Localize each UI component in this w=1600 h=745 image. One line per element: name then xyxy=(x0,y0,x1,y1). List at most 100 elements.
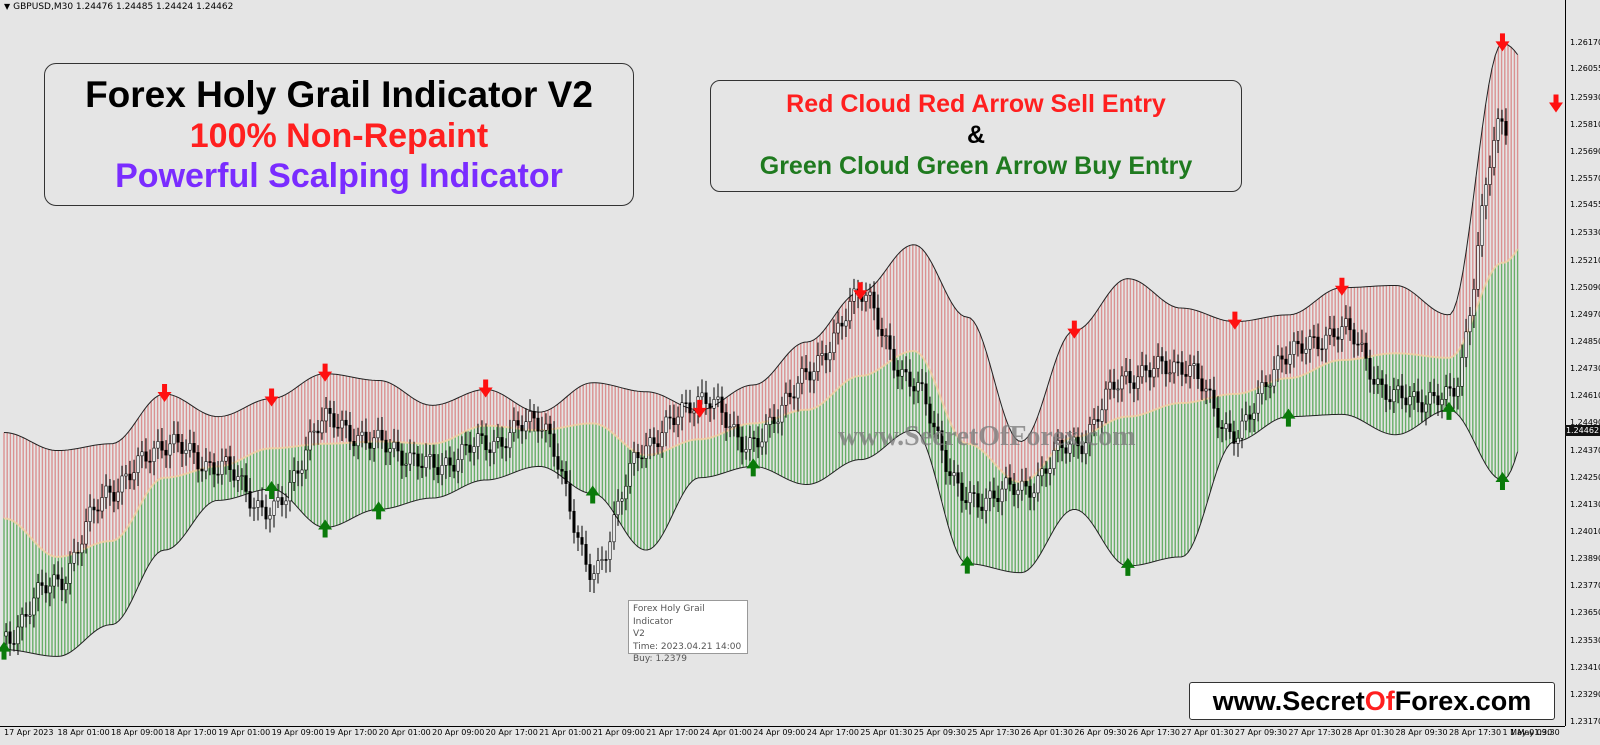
symbol-info: ▼ GBPUSD,M30 1.24476 1.24485 1.24424 1.24… xyxy=(4,2,233,12)
candle-body xyxy=(1304,348,1308,354)
candle-body xyxy=(124,473,128,477)
candle-body xyxy=(368,442,372,449)
time-tick-label: 24 Apr 17:00 xyxy=(806,728,859,737)
candle-body xyxy=(960,482,964,501)
candle-body xyxy=(1088,424,1092,444)
candle-body xyxy=(1340,326,1344,340)
candle-body xyxy=(620,498,624,502)
candle-body xyxy=(1036,475,1040,494)
candle-body xyxy=(1488,167,1492,185)
candle-body xyxy=(952,472,956,477)
title-line: Forex Holy Grail Indicator V2 xyxy=(85,74,593,115)
candle-body xyxy=(692,410,696,414)
candle-body xyxy=(744,449,748,453)
candle-body xyxy=(1020,480,1024,491)
candle-body xyxy=(1116,388,1120,391)
candle-body xyxy=(1168,372,1172,375)
price-axis[interactable]: 1.26170 1.26055 1.25930 1.25810 1.25690 1.255… xyxy=(1565,0,1600,728)
candle-body xyxy=(640,457,644,460)
candle-body xyxy=(1012,483,1016,495)
candle-body xyxy=(972,492,976,494)
candle-body xyxy=(1112,381,1116,390)
candle-body xyxy=(708,403,712,409)
candle-body xyxy=(1152,368,1156,378)
time-tick-label: 21 Apr 09:00 xyxy=(592,728,645,737)
price-tick-label: 1.24610 xyxy=(1570,391,1600,401)
candle-body xyxy=(1100,409,1104,422)
candle-body xyxy=(740,436,744,453)
candle-body xyxy=(896,369,900,377)
time-tick-label: 19 Apr 09:00 xyxy=(271,728,324,737)
time-tick-label: 1 May 09:30 xyxy=(1510,728,1560,737)
candle-body xyxy=(84,521,88,545)
candle-body xyxy=(1392,389,1396,403)
candle-body xyxy=(1264,382,1268,388)
candle-body xyxy=(836,322,840,334)
buy-arrow-icon xyxy=(0,641,11,660)
candle-body xyxy=(912,386,916,392)
candle-body xyxy=(312,430,316,433)
candle-body xyxy=(756,438,760,448)
candle-body xyxy=(156,441,160,449)
candle-body xyxy=(792,396,796,399)
sell-arrow-icon xyxy=(1334,277,1349,296)
watermark: www.SecretOfForex.com xyxy=(838,421,1136,452)
candle-body xyxy=(624,485,628,500)
candle-body xyxy=(612,514,616,543)
non-repaint-line: 100% Non-Repaint xyxy=(189,117,489,155)
candle-body xyxy=(140,451,144,457)
time-tick-label: 1 May 01:30 xyxy=(1502,728,1553,737)
candle-body xyxy=(584,544,588,565)
candle-body xyxy=(876,307,880,330)
candle-body xyxy=(248,491,252,509)
candle-body xyxy=(592,573,596,580)
candle-body xyxy=(664,416,668,434)
price-tick-label: 1.24130 xyxy=(1570,499,1600,509)
candle-body xyxy=(364,431,368,444)
candle-body xyxy=(28,614,32,617)
candle-body xyxy=(1292,340,1296,355)
candle-body xyxy=(12,643,16,645)
candle-body xyxy=(1476,245,1480,290)
candle-body xyxy=(1224,423,1228,429)
candle-body xyxy=(472,446,476,453)
candle-body xyxy=(1160,356,1164,362)
candle-body xyxy=(788,392,792,398)
candle-body xyxy=(568,483,572,512)
candle-body xyxy=(988,490,992,499)
price-chart[interactable] xyxy=(0,0,1565,726)
candle-body xyxy=(504,446,508,449)
buy-arrow-icon xyxy=(1281,408,1296,427)
candle-body xyxy=(412,452,416,455)
candle-body xyxy=(1272,369,1276,387)
candle-body xyxy=(1080,445,1084,455)
time-tick-label: 25 Apr 09:30 xyxy=(913,728,966,737)
candle-body xyxy=(1360,342,1364,345)
buy-arrow-icon xyxy=(1120,557,1135,576)
price-tick-label: 1.23410 xyxy=(1570,662,1600,672)
candle-body xyxy=(1120,375,1124,390)
candle-body xyxy=(1408,396,1412,406)
candle-body xyxy=(276,497,280,502)
time-tick-label: 21 Apr 17:00 xyxy=(646,728,699,737)
candle-body xyxy=(864,294,868,302)
candle-body xyxy=(720,396,724,413)
candle-body xyxy=(388,448,392,453)
candle-body xyxy=(440,465,444,475)
candle-body xyxy=(1436,395,1440,406)
candle-body xyxy=(604,559,608,561)
candle-body xyxy=(1176,361,1180,364)
candle-body xyxy=(1104,388,1108,411)
candle-body xyxy=(72,551,76,564)
candle-body xyxy=(1220,427,1224,429)
time-tick-label: 28 Apr 09:30 xyxy=(1395,728,1448,737)
dropdown-triangle-icon[interactable]: ▼ xyxy=(4,2,11,11)
candle-body xyxy=(1324,334,1328,350)
candle-body xyxy=(1296,340,1300,345)
candle-body xyxy=(1096,419,1100,422)
candle-body xyxy=(1372,378,1376,385)
time-axis[interactable]: 17 Apr 2023 18 Apr 01:00 18 Apr 09:00 18 Ap… xyxy=(0,726,1565,745)
candle-body xyxy=(992,490,996,499)
candle-body xyxy=(1156,356,1160,369)
price-tick-label: 1.26055 xyxy=(1570,64,1600,74)
